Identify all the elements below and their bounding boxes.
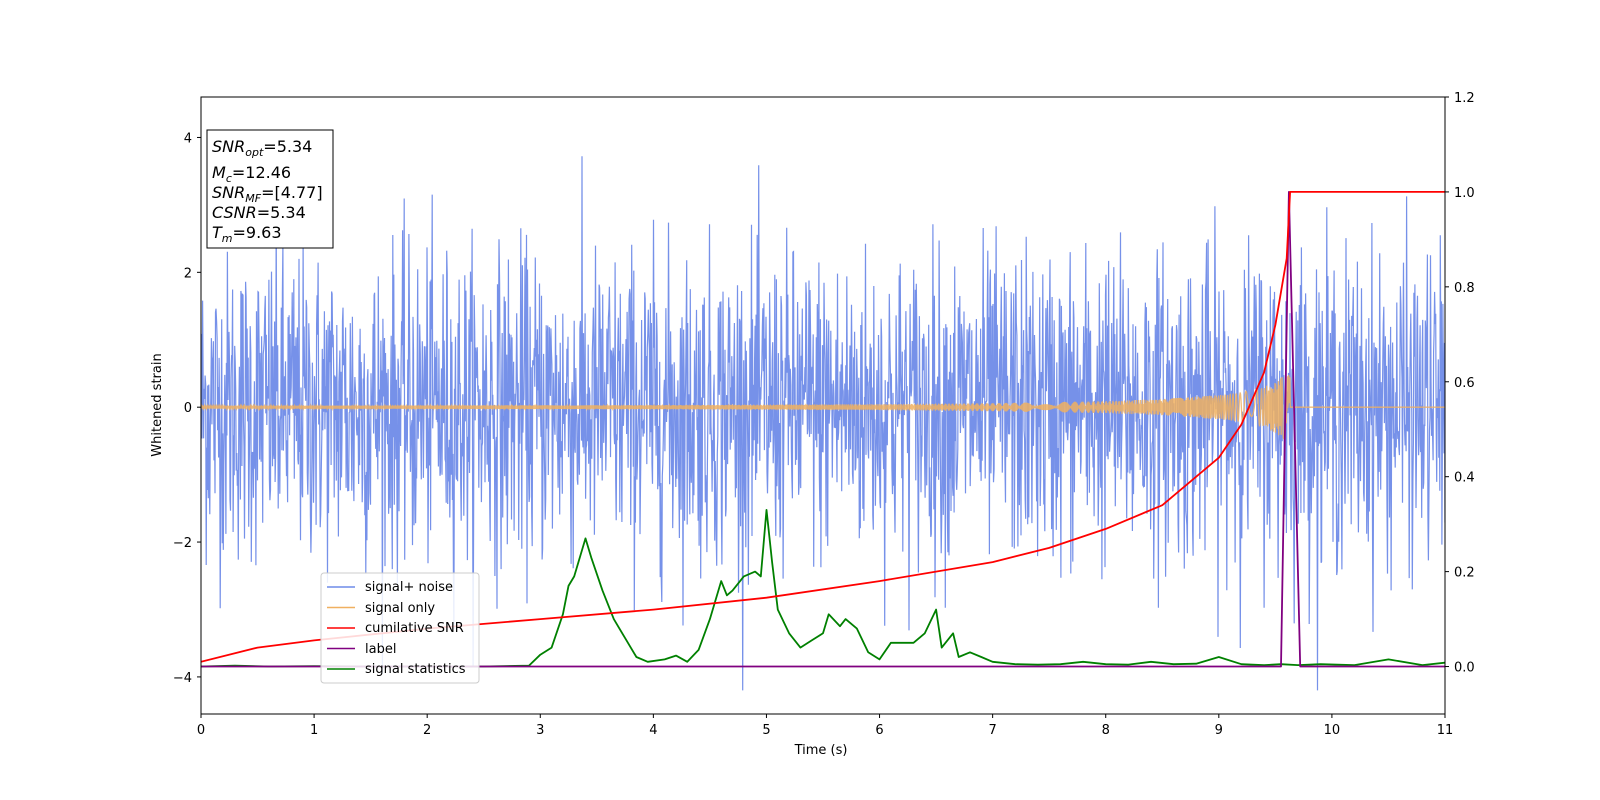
series-signal-noise bbox=[201, 156, 1445, 691]
y-axis-title: Whitened strain bbox=[150, 353, 165, 456]
y-left-tick-label: 0 bbox=[184, 401, 192, 416]
legend-label-signal-statistics: signal statistics bbox=[365, 662, 466, 677]
x-tick-label: 4 bbox=[649, 723, 657, 738]
x-axis-title: Time (s) bbox=[794, 743, 848, 758]
y-right-tick-label: 1.2 bbox=[1454, 91, 1475, 106]
info-snr-mf-value: =[4.77] bbox=[261, 183, 323, 202]
info-tm-value: =9.63 bbox=[233, 223, 282, 242]
x-tick-label: 5 bbox=[762, 723, 770, 738]
info-csnr-value: =5.34 bbox=[257, 203, 306, 222]
legend-label-label: label bbox=[365, 642, 396, 657]
info-box-frame bbox=[206, 129, 334, 249]
x-tick-label: 3 bbox=[536, 723, 544, 738]
info-mc-value: =12.46 bbox=[232, 163, 291, 182]
info-box: SNRopt=5.34 Mc=12.46 SNRMF=[4.77] CSNR=5… bbox=[206, 129, 334, 249]
info-csnr: CSNR=5.34 bbox=[212, 203, 306, 222]
y-left-tick-label: 4 bbox=[184, 131, 192, 146]
y-right-tick-label: 0.4 bbox=[1454, 471, 1475, 486]
x-tick-label: 1 bbox=[310, 723, 318, 738]
y-right-tick-label: 0.2 bbox=[1454, 566, 1475, 581]
x-tick-label: 9 bbox=[1215, 723, 1223, 738]
y-right-tick-label: 1.0 bbox=[1454, 186, 1475, 201]
y-right-tick-label: 0.8 bbox=[1454, 281, 1475, 296]
series-signal-statistics bbox=[201, 509, 1445, 668]
plot-frame bbox=[200, 96, 1446, 715]
axes-layer: 0 1 2 3 4 5 6 7 8 9 10 11 −4 −2 0 2 4 0.0 0.2 0.4 0.6 0.8 1.0 1… bbox=[173, 91, 1475, 738]
info-tm: Tm=9.63 bbox=[212, 223, 282, 245]
legend-frame bbox=[320, 572, 480, 684]
y-right-tick-label: 0.0 bbox=[1454, 661, 1475, 676]
x-tick-label: 0 bbox=[197, 723, 205, 738]
series-label bbox=[201, 191, 1445, 668]
x-tick-label: 2 bbox=[423, 723, 431, 738]
info-snr-opt: SNRopt=5.34 bbox=[212, 137, 312, 159]
y-left-tick-label: −2 bbox=[173, 536, 192, 551]
x-tick-label: 10 bbox=[1324, 723, 1341, 738]
x-tick-label: 8 bbox=[1102, 723, 1110, 738]
legend: signal+ noise signal only cumilative SNR… bbox=[320, 572, 480, 684]
y-left-tick-label: −4 bbox=[173, 671, 192, 686]
info-mc: Mc=12.46 bbox=[212, 163, 291, 185]
legend-label-signal-only: signal only bbox=[365, 601, 435, 616]
y-left-tick-label: 2 bbox=[184, 266, 192, 281]
legend-label-cumulative-snr: cumilative SNR bbox=[365, 621, 464, 636]
info-snr-mf: SNRMF=[4.77] bbox=[212, 183, 323, 205]
legend-label-signal-noise: signal+ noise bbox=[365, 580, 453, 595]
x-tick-label: 11 bbox=[1437, 723, 1454, 738]
info-snr-opt-value: =5.34 bbox=[263, 137, 312, 156]
x-tick-label: 6 bbox=[875, 723, 883, 738]
x-tick-label: 7 bbox=[988, 723, 996, 738]
series-signal-only bbox=[201, 374, 1445, 442]
y-right-tick-label: 0.6 bbox=[1454, 376, 1475, 391]
